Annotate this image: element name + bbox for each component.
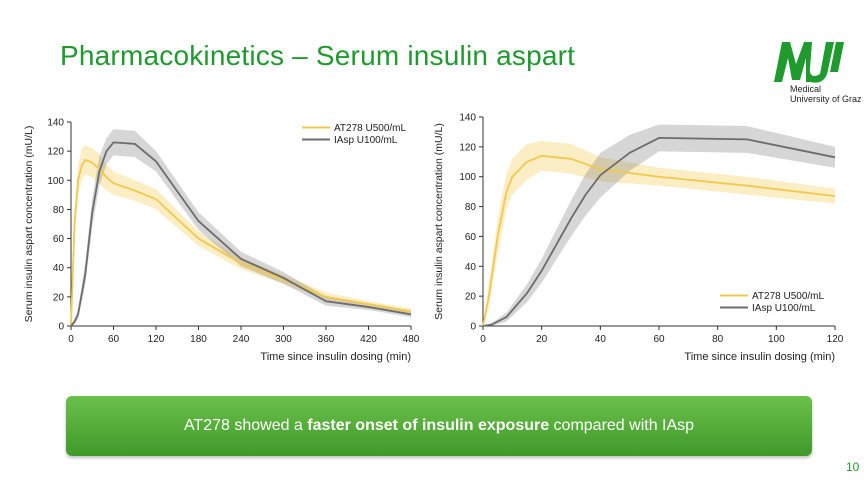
chart-0-legend-label-1: IAsp U100/mL	[334, 135, 398, 146]
chart-0-series-line-1	[71, 142, 411, 326]
chart-1-y-tick-label-3: 60	[465, 232, 477, 243]
chart-0-x-tick-label-5: 300	[275, 334, 292, 345]
chart-1-y-tick-label-2: 40	[465, 262, 477, 273]
chart-1-x-axis-label: Time since insulin dosing (min)	[684, 351, 835, 363]
chart-0-x-tick-label-7: 420	[360, 334, 377, 345]
conclusion-banner: AT278 showed a faster onset of insulin e…	[66, 396, 812, 456]
chart-0-y-tick-label-6: 120	[47, 147, 64, 158]
chart-0-x-tick-label-8: 480	[403, 334, 420, 345]
chart-1-x-tick-label-1: 20	[536, 334, 548, 345]
chart-0-y-tick-label-0: 0	[58, 322, 64, 333]
chart-0-y-tick-label-7: 140	[47, 118, 64, 129]
chart-0-x-tick-label-1: 60	[108, 334, 120, 345]
chart-0-confidence-band-1	[71, 129, 411, 326]
chart-0-x-tick-label-6: 360	[318, 334, 335, 345]
chart-0-x-tick-label-4: 240	[233, 334, 250, 345]
chart-1-x-tick-label-3: 60	[653, 334, 665, 345]
chart-0-x-tick-label-0: 0	[68, 334, 74, 345]
chart-1-y-tick-label-1: 20	[465, 292, 477, 303]
chart-0-y-tick-label-5: 100	[47, 176, 64, 187]
chart-1-y-tick-label-7: 140	[459, 113, 476, 124]
chart-1-legend-label-1: IAsp U100/mL	[752, 303, 816, 314]
chart-1-y-tick-label-4: 80	[465, 202, 477, 213]
chart-1-x-tick-label-2: 40	[595, 334, 607, 345]
chart-0-x-axis-label: Time since insulin dosing (min)	[260, 351, 411, 363]
page-number: 10	[846, 460, 859, 474]
chart-0-y-tick-label-3: 60	[53, 234, 65, 245]
chart-0-confidence-band-0	[71, 145, 411, 326]
chart-1-x-tick-label-0: 0	[480, 334, 486, 345]
chart-0-x-tick-label-3: 180	[190, 334, 207, 345]
banner-part-1: AT278 showed a	[184, 417, 307, 434]
chart-1-y-tick-label-0: 0	[470, 322, 476, 333]
banner-text: AT278 showed a faster onset of insulin e…	[184, 417, 694, 435]
chart-1-x-tick-label-4: 80	[712, 334, 724, 345]
chart-0-y-tick-label-1: 20	[53, 292, 65, 303]
chart-0-y-axis-label: Serum insulin aspart concentration (mU/L…	[23, 126, 35, 323]
chart-1-y-tick-label-5: 100	[459, 172, 476, 183]
chart-1-x-tick-label-5: 100	[768, 334, 785, 345]
chart-0-y-tick-label-2: 40	[53, 263, 65, 274]
chart-1-legend-label-0: AT278 U500/mL	[752, 291, 825, 302]
chart-0-x-tick-label-2: 120	[148, 334, 165, 345]
pk-chart-early: 0 20 40 60 80 100 120 140 0 20 40 60 80 100 120 Serum i…	[432, 0, 864, 380]
banner-part-2: compared with IAsp	[549, 417, 694, 434]
chart-1-y-axis-label: Serum insulin aspart concentration (mU/L…	[433, 123, 445, 320]
chart-0-legend-label-0: AT278 U500/mL	[334, 123, 407, 134]
pk-chart-full: 0 20 40 60 80 100 120 140 0 60 120 180 240 300 360 420 4…	[0, 0, 432, 380]
chart-0-y-tick-label-4: 80	[53, 205, 65, 216]
chart-1-y-tick-label-6: 120	[459, 142, 476, 153]
banner-bold: faster onset of insulin exposure	[307, 417, 549, 434]
chart-1-x-tick-label-6: 120	[827, 334, 844, 345]
